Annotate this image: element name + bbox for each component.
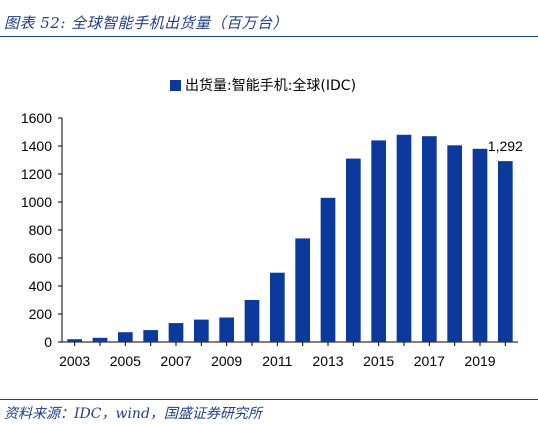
bars (67, 134, 513, 342)
y-tick-label: 1400 (21, 138, 52, 154)
bar-2016 (396, 134, 412, 342)
y-tick-label: 800 (29, 222, 53, 238)
x-tick-label: 2019 (464, 353, 495, 369)
x-tick-label: 2009 (211, 353, 242, 369)
bar-2011 (269, 272, 285, 342)
bar-2013 (320, 197, 336, 342)
bar-2015 (371, 140, 387, 342)
y-tick-label: 1600 (21, 110, 52, 126)
bar-2010 (244, 300, 260, 342)
data-labels: 1,292 (488, 138, 523, 154)
figure-title: 图表 52: 全球智能手机出货量（百万台） (4, 14, 289, 32)
chart-legend: 出货量:智能手机:全球(IDC) (170, 77, 356, 94)
bar-2004 (92, 337, 108, 342)
bar-2019 (472, 148, 488, 342)
bar-2006 (143, 330, 159, 342)
x-tick-label: 2013 (312, 353, 343, 369)
x-tick-label: 2017 (414, 353, 445, 369)
source-note: 资料来源：IDC，wind，国盛证券研究所 (4, 406, 262, 422)
bar-2005 (117, 332, 133, 342)
bar-2009 (219, 317, 235, 342)
y-tick-label: 400 (29, 278, 53, 294)
bar-chart: 出货量:智能手机:全球(IDC) 0 200 400 600 800 1000 1200 14… (21, 77, 523, 369)
bar-2008 (193, 319, 209, 342)
data-label-2020: 1,292 (488, 138, 523, 154)
source-divider (0, 399, 538, 400)
bar-2012 (295, 238, 311, 342)
bar-2020 (497, 161, 513, 342)
x-tick-label: 2007 (160, 353, 191, 369)
y-tick-label: 0 (44, 334, 52, 350)
legend-label: 出货量:智能手机:全球(IDC) (185, 77, 356, 94)
bar-2018 (447, 145, 463, 342)
bar-2003 (67, 339, 83, 342)
title-divider (0, 36, 538, 37)
x-tick-label: 2015 (363, 353, 394, 369)
y-tick-label: 1200 (21, 166, 52, 182)
legend-swatch (170, 80, 181, 91)
x-tick-label: 2005 (110, 353, 141, 369)
x-axis: 2003 2005 2007 2009 2011 2013 2015 2017 2019 (59, 341, 518, 369)
bar-2014 (345, 158, 361, 342)
bar-2007 (168, 323, 184, 342)
y-axis: 0 200 400 600 800 1000 1200 1400 1600 (21, 110, 63, 350)
bar-2017 (421, 136, 437, 342)
y-tick-label: 1000 (21, 194, 52, 210)
y-tick-label: 200 (29, 306, 53, 322)
y-tick-label: 600 (29, 250, 53, 266)
x-tick-label: 2011 (262, 353, 292, 369)
x-tick-label: 2003 (59, 353, 90, 369)
